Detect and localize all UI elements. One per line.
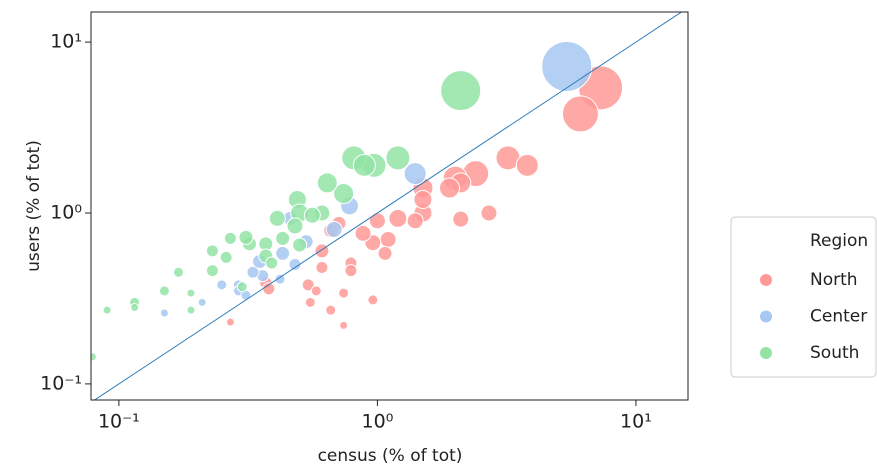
point	[338, 287, 350, 299]
point	[216, 279, 228, 291]
point	[388, 208, 408, 228]
point	[236, 281, 248, 293]
point	[102, 305, 112, 315]
plot-frame	[90, 11, 689, 401]
legend-label: North	[810, 270, 858, 290]
point	[452, 210, 470, 228]
y-tick-label: 10¹	[50, 31, 82, 53]
point	[246, 265, 260, 279]
point	[377, 245, 393, 261]
point	[301, 278, 315, 292]
point	[403, 162, 427, 186]
point	[268, 209, 286, 227]
point	[325, 221, 343, 239]
point	[379, 230, 397, 248]
plot-area	[91, 12, 683, 400]
point	[274, 273, 286, 285]
x-tick-label: 10⁰	[362, 411, 394, 433]
legend-box	[730, 216, 877, 378]
point	[186, 305, 196, 315]
point	[292, 237, 308, 253]
point	[304, 296, 316, 308]
point	[406, 212, 424, 230]
point	[352, 153, 376, 177]
x-tick-label: 10¹	[620, 411, 652, 433]
point	[333, 183, 355, 205]
y-axis-label: users (% of tot)	[24, 140, 44, 272]
point	[223, 231, 237, 245]
point	[91, 352, 97, 362]
point	[325, 304, 337, 316]
point	[310, 285, 322, 297]
reference-line	[93, 12, 683, 400]
point	[130, 302, 140, 312]
point	[265, 256, 279, 270]
point	[515, 153, 539, 177]
point	[541, 40, 593, 92]
point	[367, 294, 379, 306]
point	[561, 95, 599, 133]
point	[158, 285, 170, 297]
point	[275, 245, 291, 261]
point	[186, 288, 196, 298]
point	[354, 224, 372, 242]
x-axis-label: census (% of tot)	[318, 446, 463, 466]
point	[315, 260, 329, 274]
point	[275, 230, 291, 246]
point	[344, 264, 358, 278]
point	[197, 297, 207, 307]
point	[238, 229, 254, 245]
x-tick-label: 10⁻¹	[98, 411, 140, 433]
point	[440, 70, 482, 112]
point	[288, 257, 302, 271]
legend-label: South	[810, 343, 859, 363]
point	[339, 320, 349, 330]
point	[438, 177, 460, 199]
point	[159, 308, 169, 318]
point	[286, 217, 304, 235]
y-tick-label: 10⁰	[50, 201, 82, 223]
point	[303, 206, 321, 224]
point	[368, 212, 386, 230]
point	[225, 317, 235, 327]
legend-marker	[760, 347, 772, 359]
point	[385, 145, 411, 171]
point	[480, 204, 498, 222]
point	[413, 189, 433, 209]
point	[205, 264, 219, 278]
y-tick-label: 10⁻¹	[40, 372, 82, 394]
point	[172, 266, 184, 278]
point	[316, 172, 338, 194]
point	[219, 250, 233, 264]
legend-marker	[760, 310, 772, 323]
legend-marker	[760, 274, 772, 286]
legend-label: Center	[810, 307, 867, 327]
legend-title: Region	[810, 231, 868, 251]
point	[205, 244, 219, 258]
